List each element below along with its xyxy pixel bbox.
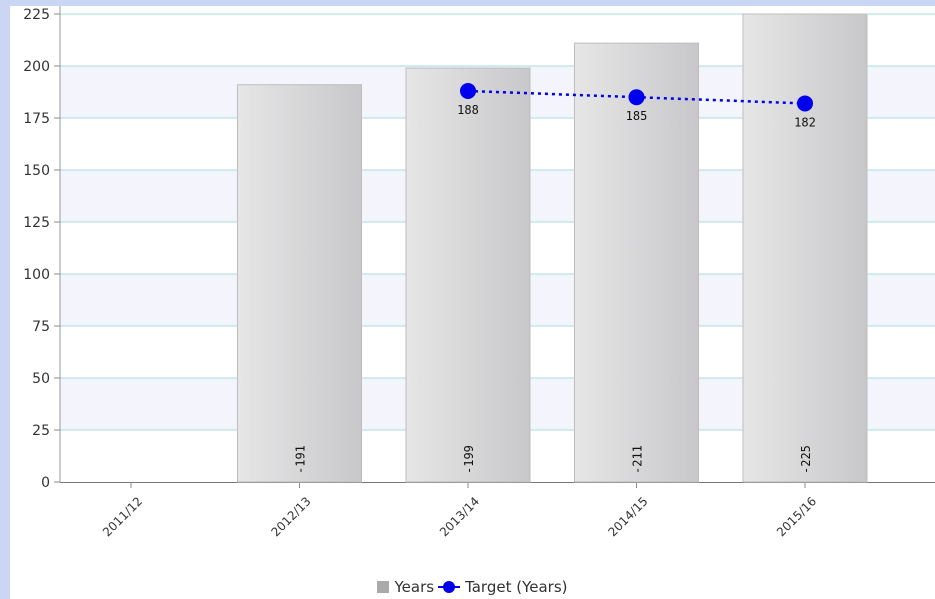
bar-value-label: -211: [631, 445, 645, 474]
chart-svg: 0 25 50 75 100 125 150 175 200 225 2011/12 2012/13 2…: [23, 6, 935, 539]
legend-item-bar[interactable]: Years: [377, 578, 434, 596]
legend-swatch-line: [438, 581, 461, 593]
target-value-label: 182: [794, 115, 816, 129]
y-tick-label: 150: [23, 163, 50, 179]
y-tick-label: 200: [23, 59, 50, 75]
bar[interactable]: [237, 84, 362, 483]
legend-label-line: Target (Years): [465, 578, 568, 596]
y-tick-label: 50: [32, 371, 50, 387]
bar-value-label: -225: [799, 445, 813, 474]
y-tick-label: 25: [32, 423, 50, 439]
bar-value-label: -199: [462, 445, 476, 474]
x-tick-label: 2014/15: [605, 494, 650, 539]
target-point[interactable]: [460, 82, 476, 99]
target-point[interactable]: [628, 89, 645, 106]
legend: Years Target (Years): [10, 576, 935, 598]
bar[interactable]: [742, 13, 868, 483]
y-tick-label: 75: [32, 319, 50, 335]
target-value-label: 185: [626, 109, 648, 123]
y-tick-label: 175: [23, 111, 50, 127]
x-tick-label: 2012/13: [268, 494, 313, 539]
target-point[interactable]: [797, 95, 813, 112]
bar[interactable]: [574, 42, 699, 483]
x-tick-label: 2015/16: [774, 494, 819, 539]
legend-item-line[interactable]: Target (Years): [438, 578, 568, 596]
target-value-label: 188: [457, 103, 479, 117]
x-tick-label: 2013/14: [437, 494, 482, 539]
chart-area: 0 25 50 75 100 125 150 175 200 225 2011/12 2012/13 2…: [10, 6, 935, 599]
legend-swatch-bar: [377, 581, 390, 593]
legend-label-bar: Years: [394, 578, 435, 596]
y-tick-label: 100: [23, 267, 50, 283]
y-tick-label: 125: [23, 215, 50, 231]
bar[interactable]: [405, 67, 531, 483]
bar-value-label: -191: [294, 445, 308, 474]
y-tick-label: 0: [41, 475, 50, 491]
x-tick-label: 2011/12: [100, 494, 145, 539]
y-tick-label: 225: [23, 7, 50, 23]
